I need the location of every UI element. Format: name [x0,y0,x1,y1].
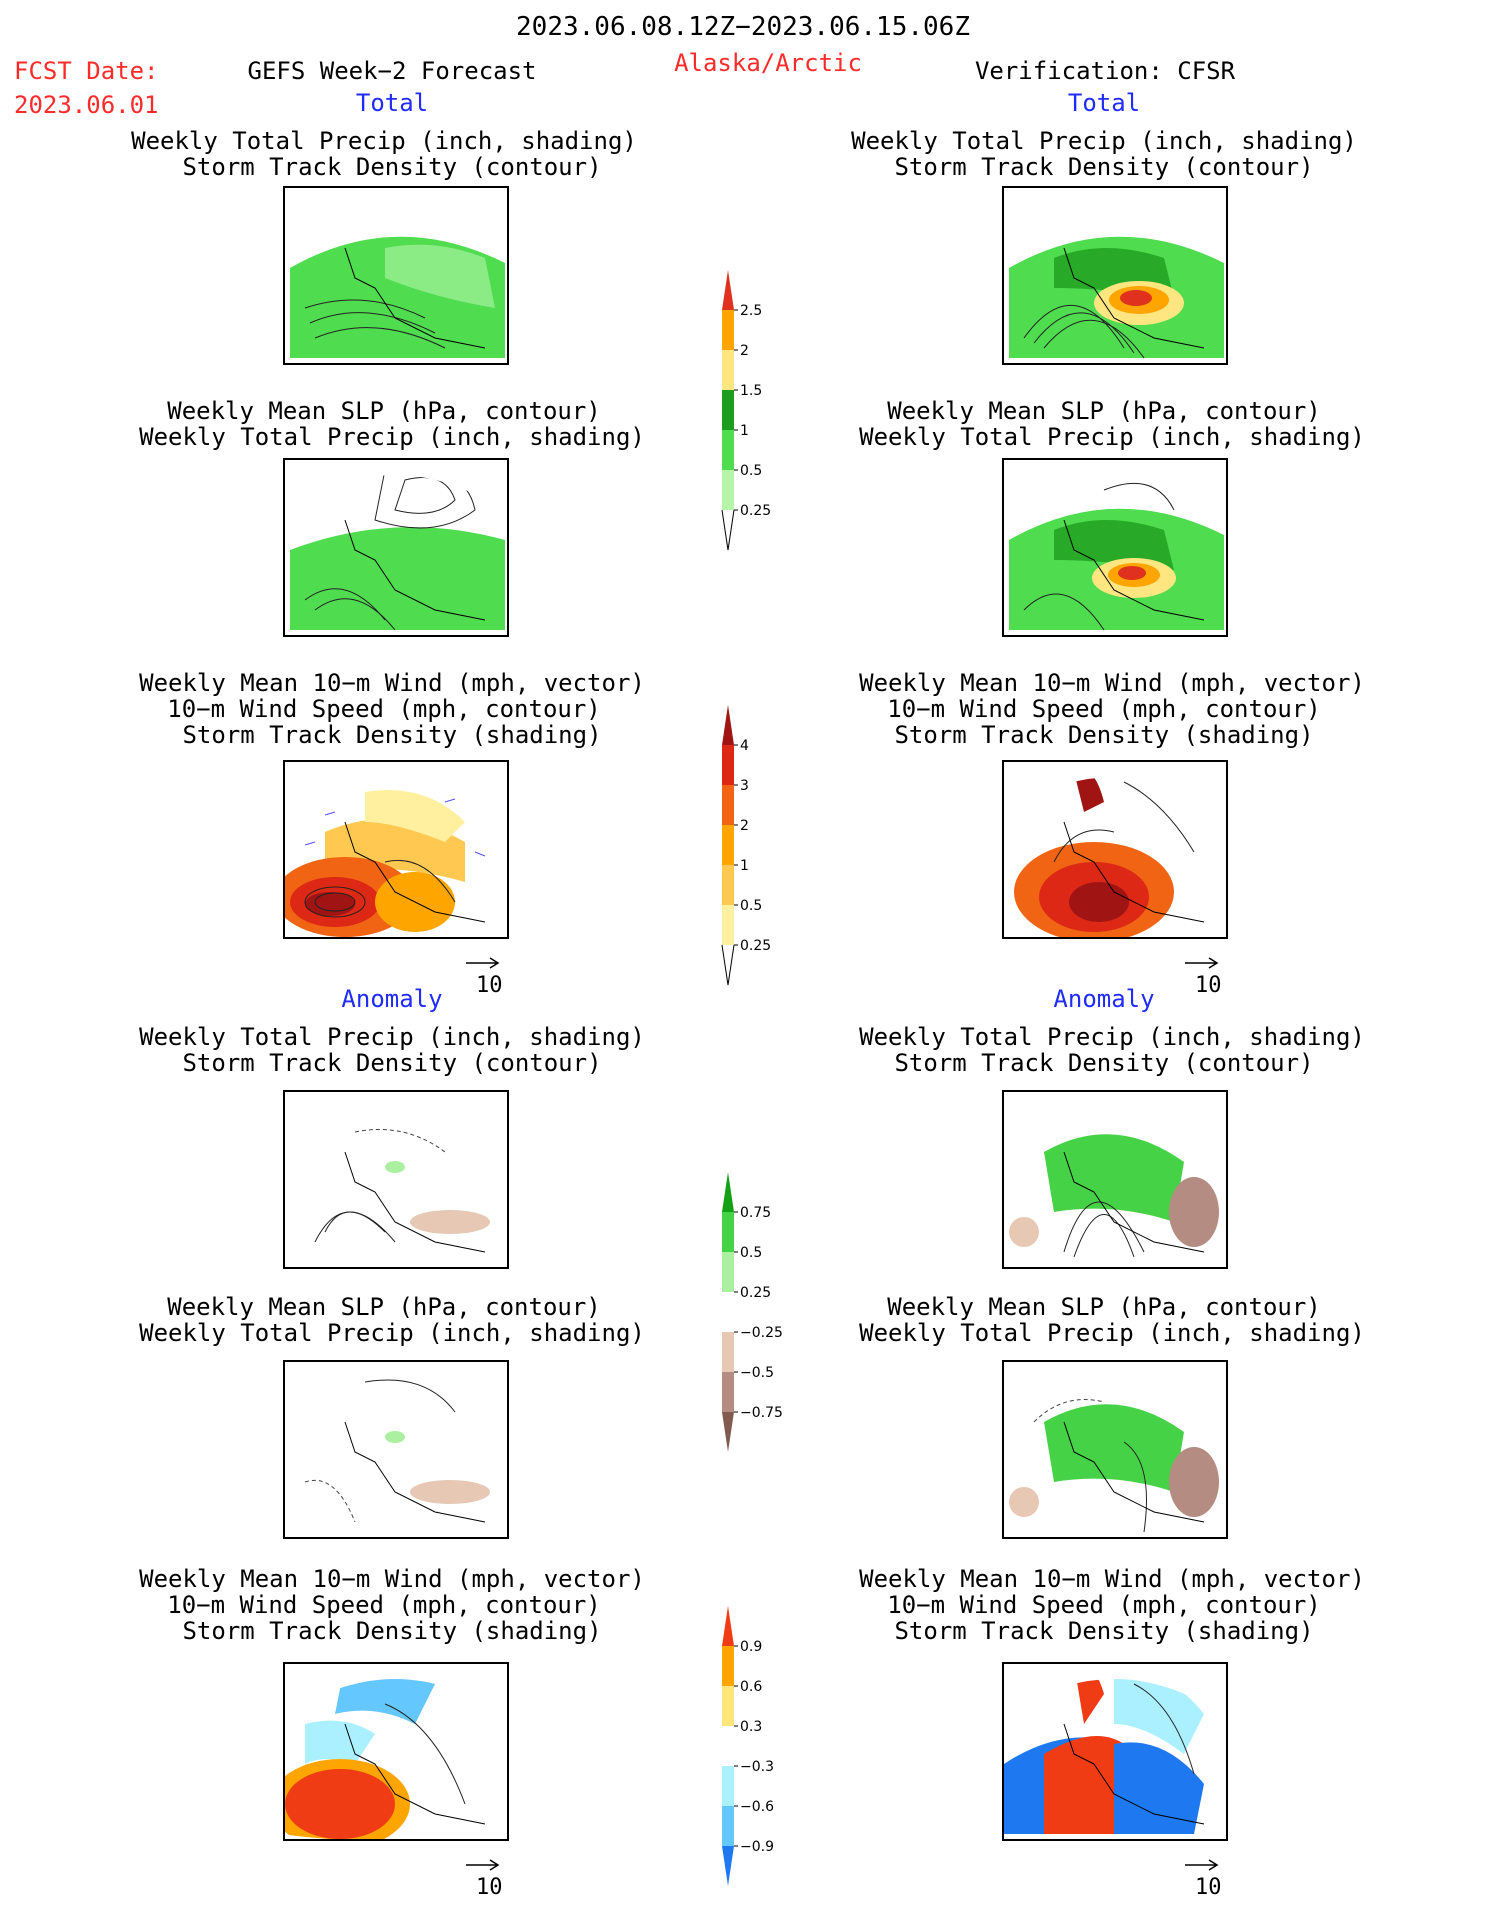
colorbar-precip-anom: 0.75 0.5 0.25 −0.25 −0.5 −0.75 [722,1172,792,1462]
svg-text:4: 4 [740,738,749,754]
svg-text:1: 1 [740,858,749,874]
left-anomaly-label: Anomaly [341,985,443,1013]
map-verif-total-wind [1002,760,1228,939]
svg-text:−0.25: −0.25 [740,1325,783,1341]
svg-text:−0.3: −0.3 [740,1759,774,1775]
colorbar-track-anom-svg: 0.9 0.6 0.3 −0.3 −0.6 −0.9 [722,1606,774,1886]
svg-text:0.75: 0.75 [740,1205,771,1221]
colorbar-precip-total-svg: 2.5 2 1.5 1 0.5 0.25 [721,270,771,551]
svg-text:−0.75: −0.75 [740,1405,783,1421]
forecast-model-title: GEFS Week−2 Forecast [247,57,537,85]
svg-text:2.5: 2.5 [740,303,762,319]
svg-text:0.3: 0.3 [740,1719,762,1735]
svg-text:−0.9: −0.9 [740,1839,774,1855]
svg-text:0.25: 0.25 [740,1285,771,1301]
vector-ref-left-total: 10 [464,955,524,1005]
fcst-date-value: 2023.06.01 [14,91,159,119]
svg-text:−0.6: −0.6 [740,1799,774,1815]
map-fcst-total-slp [283,458,509,637]
colorbar-track-total-svg: 4 3 2 1 0.5 0.25 [721,705,771,986]
vector-ref-right-anom: 10 [1183,1857,1243,1907]
map-verif-anom-slp [1002,1360,1228,1539]
vector-ref-left-anom: 10 [464,1857,524,1907]
svg-text:0.9: 0.9 [740,1639,762,1655]
svg-text:1: 1 [740,423,749,439]
map-fcst-total-precip [283,186,509,365]
left-total-label: Total [355,89,429,117]
svg-text:0.6: 0.6 [740,1679,762,1695]
right-anomaly-label: Anomaly [1053,985,1155,1013]
svg-text:2: 2 [740,343,749,359]
map-fcst-total-wind [283,760,509,939]
fcst-date-label: FCST Date: [14,57,159,85]
colorbar-track-anom: 0.9 0.6 0.3 −0.3 −0.6 −0.9 [722,1606,792,1896]
verification-title: Verification: CFSR [974,57,1236,85]
svg-text:0.25: 0.25 [740,938,771,954]
map-verif-total-precip [1002,186,1228,365]
map-verif-total-slp [1002,458,1228,637]
right-total-label: Total [1067,89,1141,117]
region-title: Alaska/Arctic [674,49,862,77]
svg-text:1.5: 1.5 [740,383,762,399]
svg-text:0.25: 0.25 [740,503,771,519]
svg-text:0.5: 0.5 [740,1245,762,1261]
map-verif-anom-wind [1002,1662,1228,1841]
map-fcst-anom-precip [283,1090,509,1269]
period-title: 2023.06.08.12Z−2023.06.15.06Z [516,12,970,42]
map-fcst-anom-wind [283,1662,509,1841]
svg-text:2: 2 [740,818,749,834]
map-verif-anom-precip [1002,1090,1228,1269]
svg-text:3: 3 [740,778,749,794]
svg-text:0.5: 0.5 [740,463,762,479]
map-fcst-anom-slp [283,1360,509,1539]
vector-ref-right-total: 10 [1183,955,1243,1005]
svg-text:0.5: 0.5 [740,898,762,914]
colorbar-track-total: 4 3 2 1 0.5 0.25 [721,705,792,995]
svg-text:−0.5: −0.5 [740,1365,774,1381]
colorbar-precip-anom-svg: 0.75 0.5 0.25 −0.25 −0.5 −0.75 [722,1172,783,1452]
colorbar-precip-total: 2.5 2 1.5 1 0.5 0.25 [721,270,792,560]
